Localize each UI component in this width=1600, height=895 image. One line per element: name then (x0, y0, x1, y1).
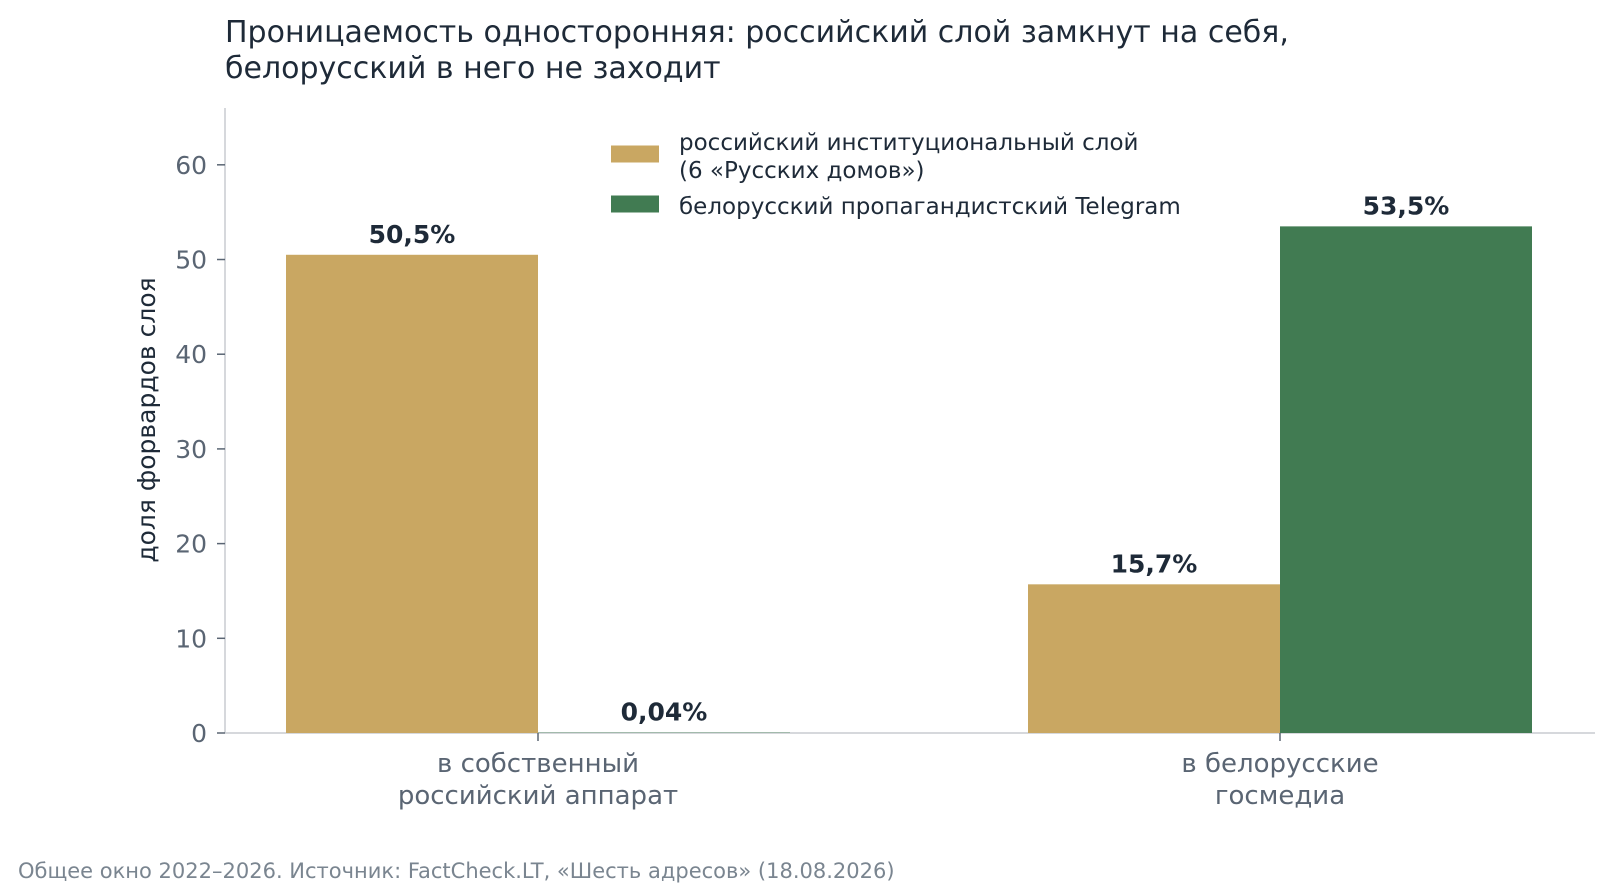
y-tick-label: 40 (175, 340, 207, 369)
y-tick-label: 30 (175, 435, 207, 464)
legend: российский институциональный слой(6 «Рус… (611, 130, 1181, 220)
legend-swatch (611, 195, 659, 213)
chart-title-line-2: белорусский в него не заходит (225, 51, 721, 86)
chart-title-line-1: Проницаемость односторонняя: российский … (225, 15, 1289, 50)
x-category-label: в собственный (437, 749, 639, 779)
bar-series-1-cat-2 (1028, 584, 1280, 733)
x-category-label: в белорусские (1181, 749, 1378, 779)
x-category-label: госмедиа (1215, 781, 1345, 811)
bar-series-2-cat-2 (1280, 226, 1532, 733)
data-label: 0,04% (621, 698, 708, 727)
y-tick-label: 0 (191, 719, 207, 748)
data-label: 53,5% (1363, 191, 1450, 220)
x-category-label: российский аппарат (398, 781, 678, 811)
legend-label: белорусский пропагандистский Telegram (679, 194, 1181, 220)
y-tick-label: 50 (175, 246, 207, 275)
chart-title: Проницаемость односторонняя: российский … (225, 15, 1289, 86)
y-tick-label: 20 (175, 530, 207, 559)
legend-label: российский институциональный слой (679, 130, 1138, 156)
legend-label: (6 «Русских домов») (679, 158, 925, 184)
y-tick-label: 60 (175, 151, 207, 180)
plot-area: 0 10 20 30 40 50 60 50,5% 15,7% 0,04% 53,5% в собст… (175, 108, 1595, 811)
data-label: 50,5% (369, 220, 456, 249)
legend-swatch (611, 145, 659, 163)
y-tick-label: 10 (175, 624, 207, 653)
bar-series-1-cat-1 (286, 254, 538, 733)
y-axis-label: доля форвардов слоя (132, 277, 161, 562)
source-note: Общее окно 2022–2026. Источник: FactChec… (18, 859, 895, 883)
data-label: 15,7% (1111, 549, 1198, 578)
